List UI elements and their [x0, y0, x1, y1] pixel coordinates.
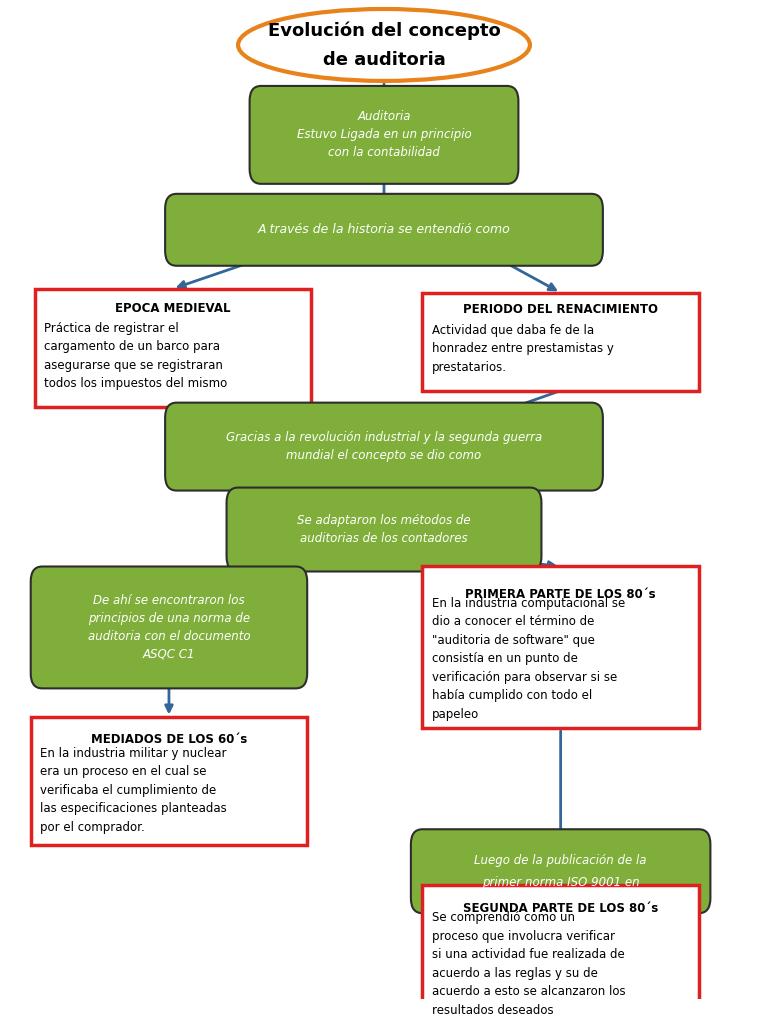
- Text: MEDIADOS DE LOS 60´s: MEDIADOS DE LOS 60´s: [91, 732, 247, 745]
- Text: Luego de la publicación de la: Luego de la publicación de la: [475, 854, 647, 867]
- Text: En la industria militar y nuclear
era un proceso en el cual se
verificaba el cum: En la industria militar y nuclear era un…: [40, 746, 227, 834]
- FancyBboxPatch shape: [422, 293, 699, 390]
- Text: De ahí se encontraron los
principios de una norma de
auditoria con el documento
: De ahí se encontraron los principios de …: [88, 594, 250, 660]
- Text: Evolución del concepto
de auditoria: Evolución del concepto de auditoria: [267, 22, 501, 69]
- Text: A través de la historia se entendió como: A través de la historia se entendió como: [257, 223, 511, 237]
- FancyBboxPatch shape: [422, 885, 699, 1023]
- Text: Práctica de registrar el
cargamento de un barco para
asegurarse que se registrar: Práctica de registrar el cargamento de u…: [44, 322, 227, 390]
- FancyBboxPatch shape: [250, 86, 518, 184]
- Ellipse shape: [238, 9, 530, 81]
- Text: Se adaptaron los métodos de
auditorias de los contadores: Se adaptaron los métodos de auditorias d…: [297, 514, 471, 545]
- Text: Auditoria
Estuvo Ligada en un principio
con la contabilidad: Auditoria Estuvo Ligada en un principio …: [296, 111, 472, 160]
- Text: En la industria computacional se
dio a conocer el término de
"auditoria de softw: En la industria computacional se dio a c…: [432, 597, 625, 721]
- FancyBboxPatch shape: [422, 566, 699, 728]
- FancyBboxPatch shape: [411, 829, 710, 913]
- FancyBboxPatch shape: [165, 402, 603, 490]
- Text: Gracias a la revolución industrial y la segunda guerra
mundial el concepto se di: Gracias a la revolución industrial y la …: [226, 431, 542, 462]
- Text: EPOCA MEDIEVAL: EPOCA MEDIEVAL: [115, 302, 230, 315]
- FancyBboxPatch shape: [31, 718, 307, 845]
- Text: PRIMERA PARTE DE LOS 80´s: PRIMERA PARTE DE LOS 80´s: [465, 588, 656, 600]
- Text: primer norma ISO 9001 en: primer norma ISO 9001 en: [482, 876, 640, 889]
- Text: Actividad que daba fe de la
honradez entre prestamistas y
prestatarios.: Actividad que daba fe de la honradez ent…: [432, 324, 614, 374]
- FancyBboxPatch shape: [165, 194, 603, 266]
- FancyBboxPatch shape: [35, 289, 311, 407]
- Text: Se comprendió como un
proceso que involucra verificar
si una actividad fue reali: Se comprendió como un proceso que involu…: [432, 911, 625, 1017]
- FancyBboxPatch shape: [227, 487, 541, 571]
- Text: SEGUNDA PARTE DE LOS 80´s: SEGUNDA PARTE DE LOS 80´s: [463, 902, 658, 915]
- FancyBboxPatch shape: [31, 566, 307, 688]
- Text: PERIODO DEL RENACIMIENTO: PERIODO DEL RENACIMIENTO: [463, 303, 658, 315]
